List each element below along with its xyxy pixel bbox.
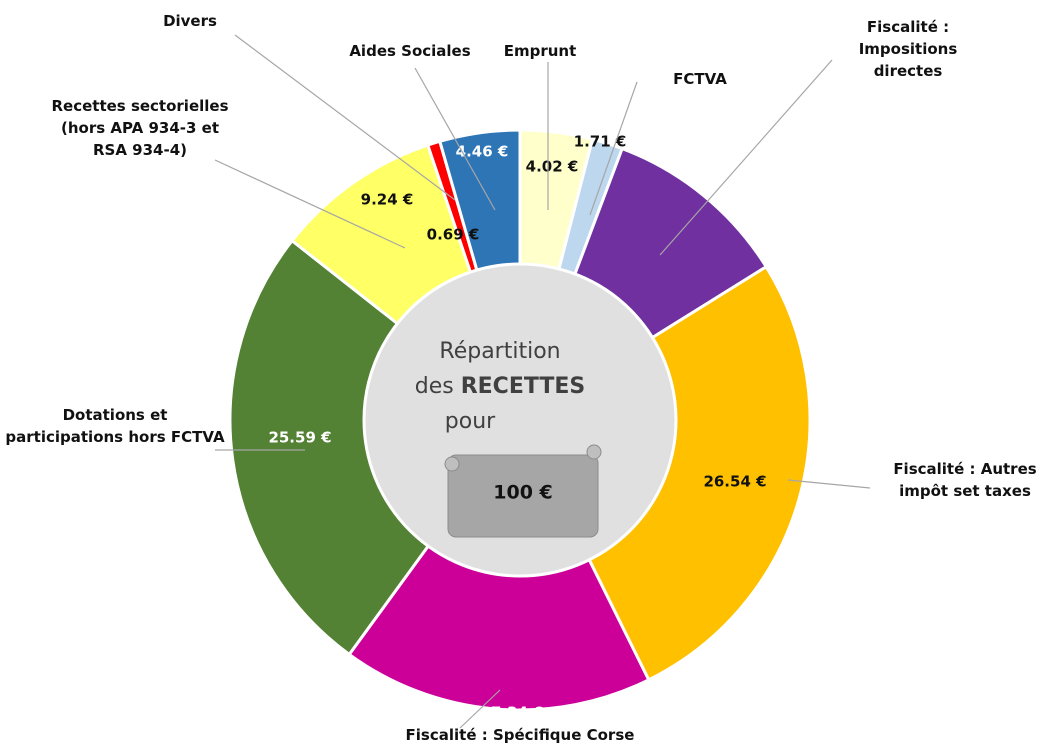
center-text: pour xyxy=(445,409,496,434)
scroll-banner xyxy=(447,454,599,538)
data-label: 4.46 € xyxy=(456,143,509,161)
data-label: 25.59 € xyxy=(268,429,331,447)
leader-line xyxy=(214,159,406,249)
category-label: Fiscalité : Autres impôt set taxes xyxy=(893,460,1037,500)
center-text: Répartition xyxy=(439,339,560,364)
data-label: 0.69 € xyxy=(427,226,480,244)
data-label: 17.34 € xyxy=(480,704,543,722)
center-text-part: des xyxy=(415,374,454,399)
leader-line xyxy=(787,479,871,489)
data-label: 1.71 € xyxy=(574,133,627,151)
leader-line xyxy=(589,81,638,216)
leader-line xyxy=(659,59,833,256)
center-value: 100 € xyxy=(493,482,553,504)
leader-line xyxy=(459,689,501,729)
category-label: Divers xyxy=(163,12,217,30)
category-label: Fiscalité : Spécifique Corse xyxy=(405,726,635,744)
data-label: 9.24 € xyxy=(361,191,414,209)
data-label: 26.54 € xyxy=(703,473,766,491)
data-label: 4.02 € xyxy=(526,158,579,176)
category-label: Fiscalité : Impositions directes xyxy=(858,18,958,80)
category-label: Aides Sociales xyxy=(349,42,471,60)
scroll-curl xyxy=(586,444,602,460)
leader-line xyxy=(234,34,456,201)
leader-line xyxy=(414,67,496,211)
category-label: Recettes sectorielles (hors APA 934-3 et… xyxy=(51,97,229,159)
category-label: Emprunt xyxy=(503,42,577,60)
category-label: FCTVA xyxy=(673,70,727,88)
center-text: des RECETTES xyxy=(415,374,586,399)
scroll-curl xyxy=(444,456,460,472)
center-text-bold: RECETTES xyxy=(461,374,586,399)
category-label: Dotations et participations hors FCTVA xyxy=(5,406,225,446)
